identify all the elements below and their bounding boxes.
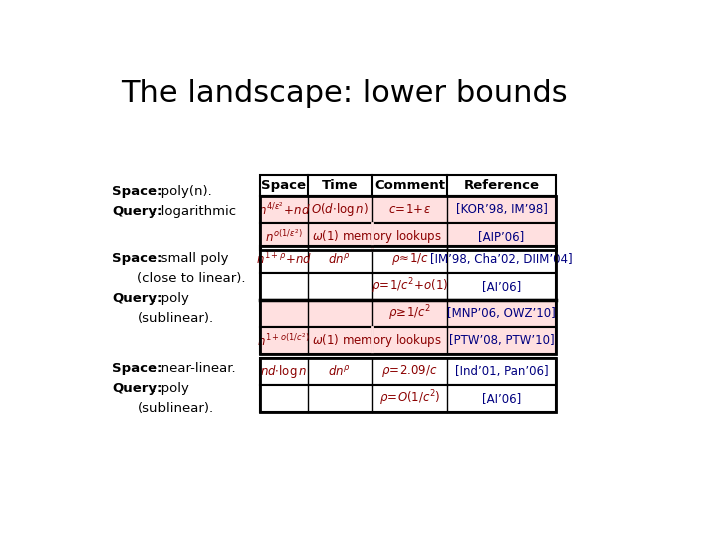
Text: [KOR’98, IM’98]: [KOR’98, IM’98] (456, 203, 547, 216)
Text: Time: Time (321, 179, 358, 192)
Text: Space:: Space: (112, 252, 163, 265)
Text: $n^{o(1/\varepsilon^2)}$: $n^{o(1/\varepsilon^2)}$ (265, 228, 302, 245)
Bar (260, 246, 556, 354)
Text: $O(d{\cdot}\log n)$: $O(d{\cdot}\log n)$ (311, 201, 369, 218)
Text: $\omega(1)$ memory lookups: $\omega(1)$ memory lookups (312, 332, 442, 349)
Text: Comment: Comment (374, 179, 445, 192)
Bar (260, 327, 556, 354)
Text: (close to linear).: (close to linear). (138, 272, 246, 285)
Bar (260, 385, 556, 412)
Text: [PTW’08, PTW’10]: [PTW’08, PTW’10] (449, 334, 554, 347)
Text: $\rho\!=\!2.09/c$: $\rho\!=\!2.09/c$ (381, 363, 438, 380)
Text: [AI’06]: [AI’06] (482, 280, 521, 293)
Text: [MNP’06, OWZ’10]: [MNP’06, OWZ’10] (447, 307, 556, 320)
Text: $dn^{\rho}$: $dn^{\rho}$ (328, 364, 351, 379)
Text: $n^{1+o(1/c^2)}$: $n^{1+o(1/c^2)}$ (258, 332, 310, 349)
Text: Query:: Query: (112, 292, 163, 305)
Bar (260, 246, 556, 273)
Text: $\rho\!\geq\!1/c^2$: $\rho\!\geq\!1/c^2$ (388, 303, 431, 323)
Text: Space:: Space: (112, 185, 163, 198)
Bar (260, 358, 556, 412)
Text: : near-linear.: : near-linear. (153, 362, 236, 375)
Bar (260, 273, 556, 300)
Text: : small poly: : small poly (153, 252, 229, 265)
Text: (sublinear).: (sublinear). (138, 312, 214, 325)
Bar (260, 196, 556, 223)
Text: $\rho\!\approx\!1/c$: $\rho\!\approx\!1/c$ (390, 251, 428, 267)
Bar (260, 223, 556, 250)
Text: $\rho\!=\!1/c^2\!+\!o(1)$: $\rho\!=\!1/c^2\!+\!o(1)$ (371, 276, 449, 296)
Text: : poly: : poly (153, 292, 189, 305)
Text: $n^{1+\rho}\!+\!nd$: $n^{1+\rho}\!+\!nd$ (256, 251, 312, 267)
Text: [IM’98, Cha’02, DIIM’04]: [IM’98, Cha’02, DIIM’04] (431, 253, 573, 266)
Text: $\rho\!=\!O(1/c^2)$: $\rho\!=\!O(1/c^2)$ (379, 389, 440, 408)
Text: : logarithmic: : logarithmic (153, 205, 237, 218)
Text: : poly(n).: : poly(n). (153, 185, 212, 198)
Bar (260, 300, 556, 327)
Text: [AIP’06]: [AIP’06] (478, 230, 525, 243)
Text: $nd{\cdot}\log n$: $nd{\cdot}\log n$ (261, 363, 307, 380)
Text: (sublinear).: (sublinear). (138, 402, 214, 415)
Text: Reference: Reference (464, 179, 539, 192)
Text: Space:: Space: (112, 362, 163, 375)
Text: Query:: Query: (112, 382, 163, 395)
Text: The landscape: lower bounds: The landscape: lower bounds (121, 79, 567, 109)
Text: : poly: : poly (153, 382, 189, 395)
Text: $dn^{\rho}$: $dn^{\rho}$ (328, 252, 351, 266)
Text: [Ind’01, Pan’06]: [Ind’01, Pan’06] (455, 365, 549, 378)
Text: Query:: Query: (112, 205, 163, 218)
Text: Space: Space (261, 179, 307, 192)
Bar (260, 358, 556, 385)
Text: $c\!=\!1\!+\!\varepsilon$: $c\!=\!1\!+\!\varepsilon$ (388, 203, 431, 216)
Bar (260, 175, 556, 196)
Text: $\omega(1)$ memory lookups: $\omega(1)$ memory lookups (312, 228, 442, 245)
Bar (260, 196, 556, 250)
Text: [AI’06]: [AI’06] (482, 392, 521, 405)
Text: $n^{4/\varepsilon^2}\!+\!nd$: $n^{4/\varepsilon^2}\!+\!nd$ (258, 201, 310, 218)
